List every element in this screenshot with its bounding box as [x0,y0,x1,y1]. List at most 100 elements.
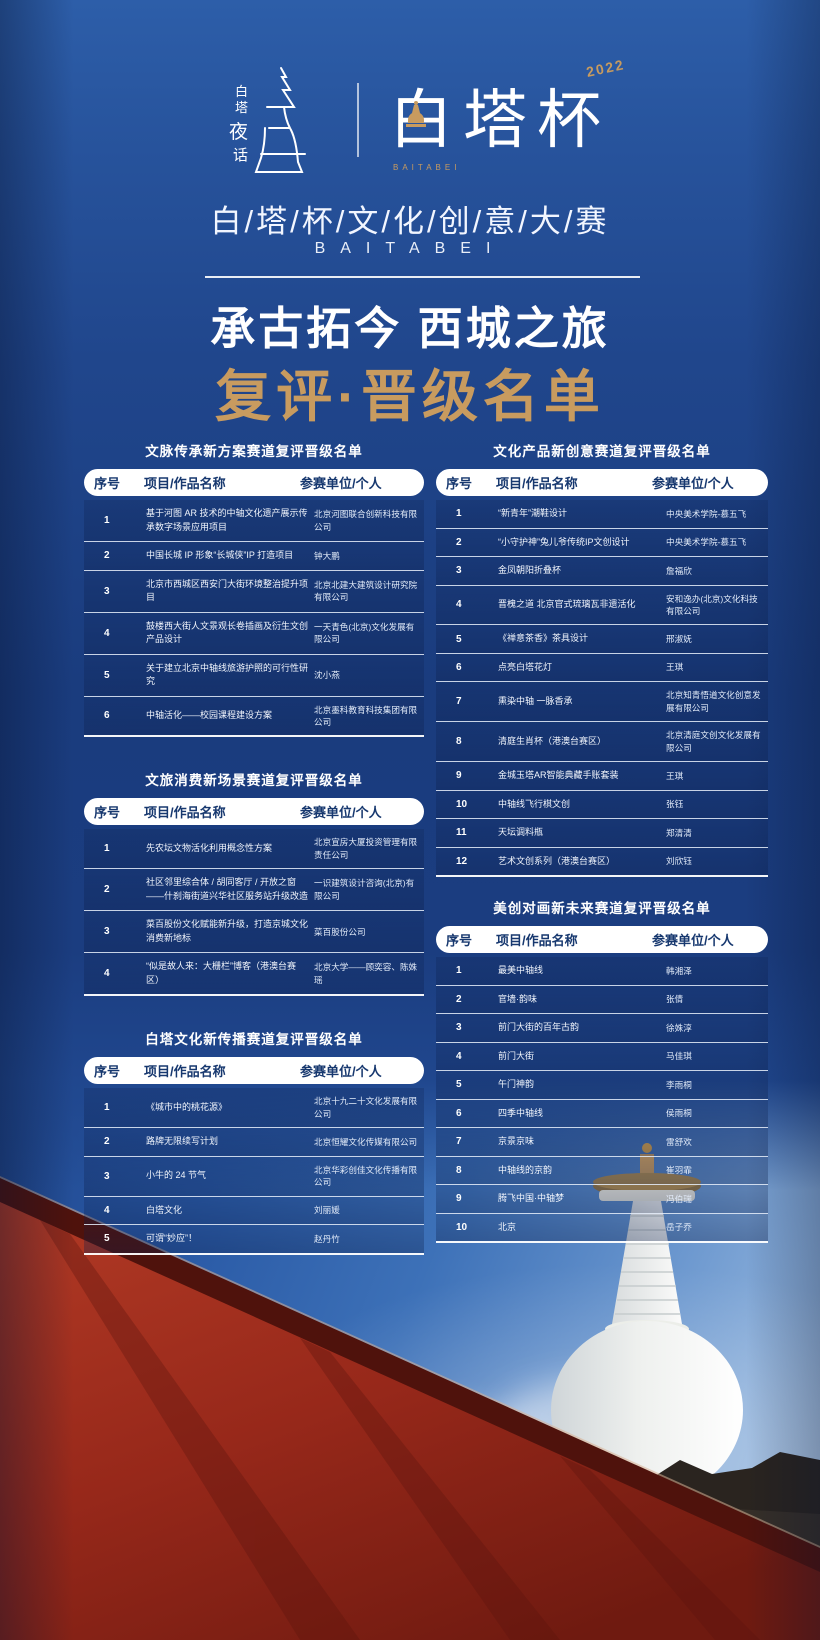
table-wenmai: 文脉传承新方案赛道复评晋级名单 序号 项目/作品名称 参赛单位/个人 1 基于河图… [84,440,424,738]
table-row: 1 最美中轴线 韩湘泽 [436,957,768,985]
project-name: 最美中轴线 [498,965,544,976]
table-row: 4 白塔文化 刘丽媛 [84,1195,424,1225]
participant: 张倩 [666,994,684,1005]
table-row: 5 《禅意茶香》茶具设计 邢淑妩 [436,624,768,653]
row-number: 11 [456,827,467,839]
col-unit: 参赛单位/个人 [300,476,382,491]
participant: 中央美术学院-慕五飞 [666,537,747,548]
table-row: 4 鼓楼西大街人文景观长卷插画及衍生文创产品设计 一天青色(北京)文化发展有限公司 [84,611,424,654]
white-pagoda-photo [0,1080,820,1640]
project-name: 前门大街的百年古韵 [498,1022,580,1033]
row-number: 9 [456,1193,462,1205]
table-header: 序号 项目/作品名称 参赛单位/个人 [436,469,768,496]
project-name: 菜百股份文化赋能新升级，打造京城文化消费新地标 [146,919,309,943]
table-header: 序号 项目/作品名称 参赛单位/个人 [84,798,424,826]
col-unit: 参赛单位/个人 [652,476,734,491]
row-number: 5 [104,1233,110,1245]
col-unit: 参赛单位/个人 [300,1064,382,1080]
project-name: 中轴活化——校园课程建设方案 [146,710,273,721]
participant: 北京北建大建筑设计研究院有限公司 [314,579,418,602]
project-name: 社区邻里综合体 / 胡同客厅 / 开放之窗——什刹海街道兴华社区服务站升级改造 [146,877,309,901]
participant: 菜百股份公司 [314,926,366,937]
row-number: 2 [104,1136,110,1148]
table-row: 5 午门神韵 李雨桐 [436,1070,768,1099]
row-number: 2 [104,550,110,562]
table-row: 1 先农坛文物活化利用概念性方案 北京宣房大厦投资管理有限责任公司 [84,829,424,869]
table-row: 3 小牛的 24 节气 北京华彩创佳文化传播有限公司 [84,1155,424,1196]
project-name: 关于建立北京中轴线旅游护照的可行性研究 [146,662,309,687]
participant: 王琪 [666,662,684,673]
participant: 张钰 [666,799,684,810]
project-name: 《禅意茶香》茶具设计 [498,633,589,644]
table-rows: 1 先农坛文物活化利用概念性方案 北京宣房大厦投资管理有限责任公司 2 社区邻里综合体 … [84,829,424,997]
participant: 侯雨桐 [666,1108,692,1119]
project-name: 中国长城 IP 形象“长城侠”IP 打造项目 [146,550,294,560]
row-number: 6 [456,1107,462,1119]
project-name: 可谓“妙应”！ [146,1233,197,1244]
table-row: 12 艺术文创系列（港澳台赛区） 刘欣钰 [436,846,768,876]
right-column: 文化产品新创意赛道复评晋级名单 序号 项目/作品名称 参赛单位/个人 1 “新青年… [436,440,768,1255]
row-number: 3 [104,926,110,938]
list-title-heading: 复评·晋级名单 [215,365,605,428]
logo-char-3: 夜 [229,121,248,143]
col-project: 项目/作品名称 [144,1064,226,1080]
participant: 冯伯瑞 [666,1193,692,1204]
project-name: 中轴线飞行棋文创 [498,798,571,809]
col-unit: 参赛单位/个人 [652,933,734,949]
table-row: 4 前门大街 马佳琪 [436,1041,768,1071]
project-name: 北京市西城区西安门大街环境整治提升项目 [146,578,309,603]
table-row: 2 中国长城 IP 形象“长城侠”IP 打造项目 钟大鹏 [84,541,424,570]
col-unit: 参赛单位/个人 [300,805,382,821]
col-project: 项目/作品名称 [144,476,226,491]
participant: 沈小燕 [314,669,340,680]
col-project: 项目/作品名称 [496,933,578,949]
table-row: 5 可谓“妙应”！ 赵丹竹 [84,1224,424,1253]
project-name: 京景京味 [498,1136,535,1147]
row-number: 2 [456,536,462,548]
table-row: 6 四季中轴线 侯雨桐 [436,1098,768,1128]
logo-subtitle: BAITABEI [393,163,461,172]
project-name: “小守护神”兔儿爷传统IP文创设计 [498,536,630,547]
participant: 北京河图联合创新科技有限公司 [314,509,418,532]
col-no: 序号 [94,805,121,821]
table-rows: 1 最美中轴线 韩湘泽 2 官墙·韵味 张倩 3 前门大街的百年古韵 徐姝淳 4 前门大街 马佳琪 5 午… [436,957,768,1244]
participant: 北京墨科教育科技集团有限公司 [314,704,418,727]
participant: 詹福欣 [666,565,692,576]
table-title: 白塔文化新传播赛道复评晋级名单 [145,1032,363,1048]
table-row: 1 基于河图 AR 技术的中轴文化遗产展示传承数字场景应用项目 北京河图联合创新科技… [84,500,424,541]
table-rows: 1 “新青年”潮鞋设计 中央美术学院-慕五飞 2 “小守护神”兔儿爷传统IP文创设计 中央… [436,500,768,878]
project-name: 熏染中轴 一脉香承 [498,696,573,707]
project-name: 金城玉塔AR智能典藏手账套装 [498,770,619,781]
red-wall [0,1176,820,1640]
table-rows: 1 基于河图 AR 技术的中轴文化遗产展示传承数字场景应用项目 北京河图联合创新科技… [84,500,424,738]
col-no: 序号 [446,933,473,949]
pagoda-outline-icon: 白 塔 夜 话 [229,67,306,173]
participant: 马佳琪 [666,1051,692,1062]
table-row: 11 天坛调料瓶 郑清清 [436,818,768,847]
row-number: 1 [456,508,462,520]
project-name: 《城市中的桃花源》 [146,1102,228,1113]
table-header: 序号 项目/作品名称 参赛单位/个人 [84,1057,424,1085]
divider-rule [205,276,640,278]
row-number: 9 [456,770,462,782]
participant: 刘丽媛 [314,1205,340,1216]
table-row: 10 中轴线飞行棋文创 张钰 [436,789,768,819]
table-title: 文旅消费新场景赛道复评晋级名单 [145,773,363,789]
project-name: 小牛的 24 节气 [146,1170,207,1181]
participant: 北京华彩创佳文化传播有限公司 [314,1164,418,1188]
participant: 雷舒欢 [666,1136,692,1147]
row-number: 3 [104,1170,110,1182]
participant: 邢淑妩 [666,633,692,644]
table-title: 文化产品新创意赛道复评晋级名单 [493,444,711,459]
table-row: 8 清庭生肖杯（港澳台赛区） 北京清庭文创文化发展有限公司 [436,721,768,762]
project-name: “新青年”潮鞋设计 [498,508,567,518]
row-number: 1 [104,515,110,526]
row-number: 2 [456,993,462,1005]
logo-char-4: 话 [233,147,248,164]
row-number: 5 [104,669,110,681]
row-number: 3 [104,585,110,597]
table-row: 2 路牌无限续写计划 北京恒耀文化传媒有限公司 [84,1127,424,1156]
baitabei-logo-text: 白塔杯 [389,84,611,156]
row-number: 8 [456,736,462,748]
